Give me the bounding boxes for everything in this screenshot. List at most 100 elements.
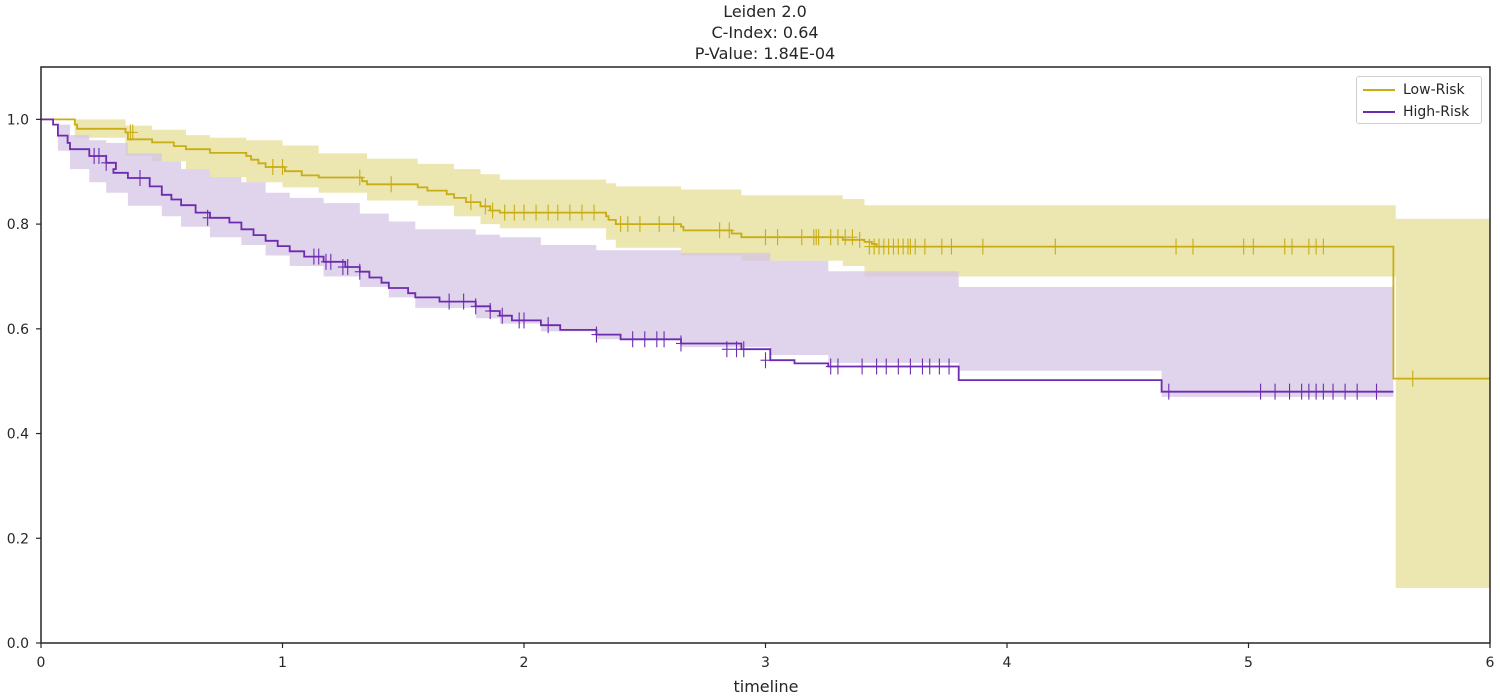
censor-mark-low-risk xyxy=(499,204,510,221)
censor-mark-high-risk xyxy=(639,331,650,348)
censor-mark-high-risk xyxy=(458,293,469,310)
x-tick-label: 0 xyxy=(37,655,46,671)
censor-mark-high-risk xyxy=(1318,383,1329,400)
censor-mark-high-risk xyxy=(832,358,843,375)
censor-mark-low-risk xyxy=(724,222,735,239)
censor-mark-high-risk xyxy=(93,148,104,165)
x-axis-ticks: 0 1 2 3 4 5 6 xyxy=(37,643,1495,671)
censor-mark-low-risk xyxy=(531,204,542,221)
censor-mark-low-risk xyxy=(1050,238,1061,255)
censor-mark-low-risk xyxy=(977,238,988,255)
censor-mark-low-risk xyxy=(386,176,397,193)
censor-mark-low-risk xyxy=(267,159,278,176)
censor-mark-high-risk xyxy=(1270,383,1281,400)
chart-title: Leiden 2.0 xyxy=(723,2,807,21)
censor-mark-low-risk xyxy=(910,238,921,255)
censor-mark-low-risk xyxy=(1171,238,1182,255)
censor-mark-low-risk xyxy=(936,238,947,255)
censor-mark-high-risk xyxy=(905,358,916,375)
censor-mark-high-risk xyxy=(871,358,882,375)
censor-mark-high-risk xyxy=(591,326,602,343)
censor-mark-low-risk xyxy=(714,222,725,239)
legend-label-high-risk: High-Risk xyxy=(1403,104,1470,120)
censor-mark-high-risk xyxy=(1352,383,1363,400)
censor-mark-high-risk xyxy=(325,253,336,270)
censor-mark-low-risk xyxy=(668,216,679,233)
censor-mark-low-risk xyxy=(1407,370,1418,387)
legend: Low-Risk High-Risk xyxy=(1356,76,1482,124)
confidence-bands xyxy=(41,119,1490,589)
censor-mark-low-risk xyxy=(589,204,600,221)
chart-subtitle-pvalue: P-Value: 1.84E-04 xyxy=(694,44,836,63)
censor-mark-low-risk xyxy=(519,204,529,221)
censor-mark-high-risk xyxy=(543,317,554,334)
x-axis-label: timeline xyxy=(733,677,798,696)
ci-band-low-risk xyxy=(41,119,1490,589)
censor-mark-high-risk xyxy=(1163,383,1174,400)
censor-mark-low-risk xyxy=(622,216,633,233)
censor-mark-high-risk xyxy=(738,341,749,358)
y-tick-label: 0.2 xyxy=(7,531,29,547)
censor-mark-high-risk xyxy=(497,307,508,324)
censor-mark-low-risk xyxy=(543,204,554,221)
censor-mark-low-risk xyxy=(1187,238,1198,255)
censor-mark-high-risk xyxy=(675,335,686,352)
censor-mark-low-risk xyxy=(509,204,520,221)
y-tick-label: 0.6 xyxy=(7,322,29,338)
censor-mark-low-risk xyxy=(854,231,865,248)
x-tick-label: 1 xyxy=(278,655,287,671)
y-axis-ticks: 0.0 0.2 0.4 0.6 0.8 1.0 xyxy=(7,112,41,652)
censor-mark-low-risk xyxy=(1248,238,1259,255)
censor-mark-low-risk xyxy=(1238,238,1249,255)
censor-mark-high-risk xyxy=(1340,383,1351,400)
censor-mark-high-risk xyxy=(893,358,904,375)
censor-mark-high-risk xyxy=(485,303,496,320)
censor-mark-low-risk xyxy=(564,204,575,221)
censor-mark-low-risk xyxy=(1286,238,1297,255)
y-tick-label: 0.0 xyxy=(7,636,29,652)
censor-mark-high-risk xyxy=(857,358,868,375)
x-tick-label: 3 xyxy=(761,655,770,671)
legend-item-low-risk: Low-Risk xyxy=(1363,80,1465,100)
censor-mark-low-risk xyxy=(576,204,587,221)
censor-mark-high-risk xyxy=(760,352,771,369)
censor-mark-low-risk xyxy=(919,238,930,255)
censor-mark-low-risk xyxy=(465,194,476,211)
censor-mark-high-risk xyxy=(342,259,353,276)
censor-mark-high-risk xyxy=(135,170,146,187)
censor-mark-high-risk xyxy=(101,154,112,171)
legend-swatch-low-risk xyxy=(1363,89,1395,91)
censor-mark-high-risk xyxy=(1371,383,1382,400)
legend-label-low-risk: Low-Risk xyxy=(1403,82,1465,98)
ci-band-high-risk xyxy=(41,119,1394,397)
censor-mark-high-risk xyxy=(924,358,935,375)
censor-mark-high-risk xyxy=(354,263,365,280)
censor-mark-low-risk xyxy=(127,124,138,141)
censor-mark-high-risk xyxy=(313,248,324,265)
censor-marks xyxy=(89,124,1418,400)
censor-mark-high-risk xyxy=(444,293,455,310)
censor-mark-low-risk xyxy=(760,229,771,246)
censor-mark-low-risk xyxy=(487,202,498,219)
censor-mark-low-risk xyxy=(552,204,563,221)
censor-mark-high-risk xyxy=(470,298,481,315)
censor-mark-low-risk xyxy=(847,229,858,246)
censor-mark-low-risk xyxy=(796,229,807,246)
censor-mark-low-risk xyxy=(480,198,491,215)
censor-mark-high-risk xyxy=(627,331,638,348)
survival-line-low-risk xyxy=(41,118,1490,380)
censor-mark-high-risk xyxy=(721,341,732,358)
x-tick-label: 2 xyxy=(520,655,529,671)
censor-mark-low-risk xyxy=(772,229,783,246)
censor-mark-low-risk xyxy=(1318,238,1329,255)
y-tick-label: 1.0 xyxy=(7,112,29,128)
censor-mark-high-risk xyxy=(881,358,892,375)
censor-mark-low-risk xyxy=(654,216,665,233)
censor-mark-high-risk xyxy=(1328,383,1339,400)
legend-swatch-high-risk xyxy=(1363,111,1395,113)
censor-mark-high-risk xyxy=(934,358,945,375)
censor-mark-high-risk xyxy=(944,358,955,375)
censor-mark-high-risk xyxy=(659,331,670,348)
censor-mark-high-risk xyxy=(519,312,529,329)
censor-mark-high-risk xyxy=(1284,383,1295,400)
